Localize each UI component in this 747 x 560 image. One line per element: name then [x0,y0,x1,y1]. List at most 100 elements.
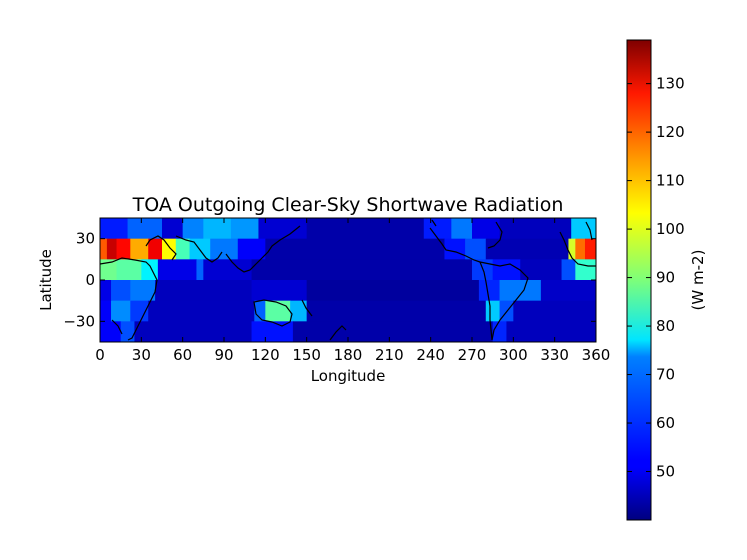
colorbar-tick-label: 50 [656,463,675,481]
heatmap-cell [485,300,501,322]
heatmap-cell [306,280,480,302]
heatmap-cell [568,238,576,260]
x-tick-label: 150 [292,346,321,364]
heatmap-cell [251,321,294,342]
heatmap-cell [251,280,308,302]
heatmap-cell [444,238,466,260]
heatmap-cell [148,238,163,260]
heatmap-cell [203,259,253,281]
heatmap-cell [472,218,501,240]
heatmap-cell [157,259,198,281]
heatmap-cell [127,218,163,240]
x-tick-label: 360 [582,346,611,364]
heatmap-cell [106,238,118,260]
heatmap-cell [196,259,204,281]
x-tick-label: 60 [173,346,192,364]
heatmap-cell [155,280,253,302]
heatmap-cell [584,238,596,260]
heatmap-cell [134,321,253,342]
heatmap-cell [100,259,118,281]
y-axis: 30 0 −30 [63,230,596,330]
heatmap-cell [451,218,473,240]
heatmap-cell [499,218,572,240]
x-tick-label: 210 [375,346,404,364]
heatmap-cell [175,238,191,260]
y-tick-label: −30 [63,312,95,330]
y-axis-label: Latitude [37,249,55,311]
heatmap-cell [130,238,149,260]
heatmap-cell [100,321,122,342]
x-tick-label: 330 [540,346,569,364]
heatmap-cell [520,259,563,281]
heatmap-cell [485,238,570,260]
x-tick-label: 0 [95,346,105,364]
x-tick-label: 90 [214,346,233,364]
heatmap-cell [148,300,255,322]
heatmap-cell [120,321,136,342]
heatmap-cell [499,280,542,302]
colorbar-label: (W m-2) [689,250,707,311]
chart-title: TOA Outgoing Clear-Sky Shortwave Radiati… [132,194,564,216]
heatmap-cell [265,300,291,322]
heatmap-cell [306,218,425,240]
heatmap-cell [100,238,108,260]
heatmap-cell [130,280,156,302]
heatmap-cells [100,218,596,342]
heatmap-cell [100,218,129,240]
heatmap-cell [506,321,596,342]
x-tick-label: 240 [416,346,445,364]
heatmap-cell [111,300,131,322]
heatmap-cell [230,218,260,240]
heatmap-cell [513,300,596,322]
x-tick-label: 270 [458,346,487,364]
heatmap-cell [210,238,239,260]
heatmap-cell [423,218,452,240]
heatmap-cell [265,238,446,260]
heatmap-cell [292,321,494,342]
colorbar-tick-label: 70 [656,366,675,384]
heatmap-cell [130,300,149,322]
heatmap-cell [100,280,112,302]
heatmap-cell [203,218,232,240]
heatmap-cell [162,218,184,240]
colorbar-tick-label: 100 [656,220,685,238]
heatmap-cell [251,259,473,281]
heatmap-cell [100,300,112,322]
y-tick-label: 0 [85,271,95,289]
heatmap-cell [116,238,131,260]
heatmap-cell [306,300,487,322]
colorbar-tick-label: 120 [656,123,685,141]
heatmap-cell [540,280,596,302]
heatmap-cell [182,218,204,240]
heatmap-cell [492,259,521,281]
heatmap-cell [478,280,501,302]
heatmap-cell [571,218,596,240]
heatmap-cell [575,238,586,260]
heatmap-cell [492,321,508,342]
colorbar-tick-label: 130 [656,75,685,93]
x-tick-label: 30 [132,346,151,364]
coastline-overlay [100,219,596,341]
colorbar-tick-label: 80 [656,317,675,335]
x-tick-label: 180 [334,346,363,364]
x-axis: 0 30 60 90 120 150 180 210 240 270 300 330 360 [95,218,610,364]
heatmap-cell [116,259,142,281]
heatmap-cell [465,238,487,260]
y-tick-label: 30 [76,230,95,248]
x-tick-label: 120 [251,346,280,364]
heatmap-cell [162,238,177,260]
heatmap-cell [258,218,308,240]
heatmap-cell [254,300,266,322]
heatmap-cell [290,300,308,322]
x-axis-label: Longitude [311,367,386,385]
colorbar-ticks: 50 60 70 80 90 100 110 120 130 [627,75,685,481]
colorbar-tick-label: 90 [656,269,675,287]
heatmap-cell [237,238,266,260]
heatmap-cell [561,259,576,281]
colorbar-tick-label: 110 [656,172,685,190]
colorbar [626,39,652,521]
x-tick-label: 300 [499,346,528,364]
heatmap-cell [575,259,596,281]
heatmap-cell [111,280,131,302]
